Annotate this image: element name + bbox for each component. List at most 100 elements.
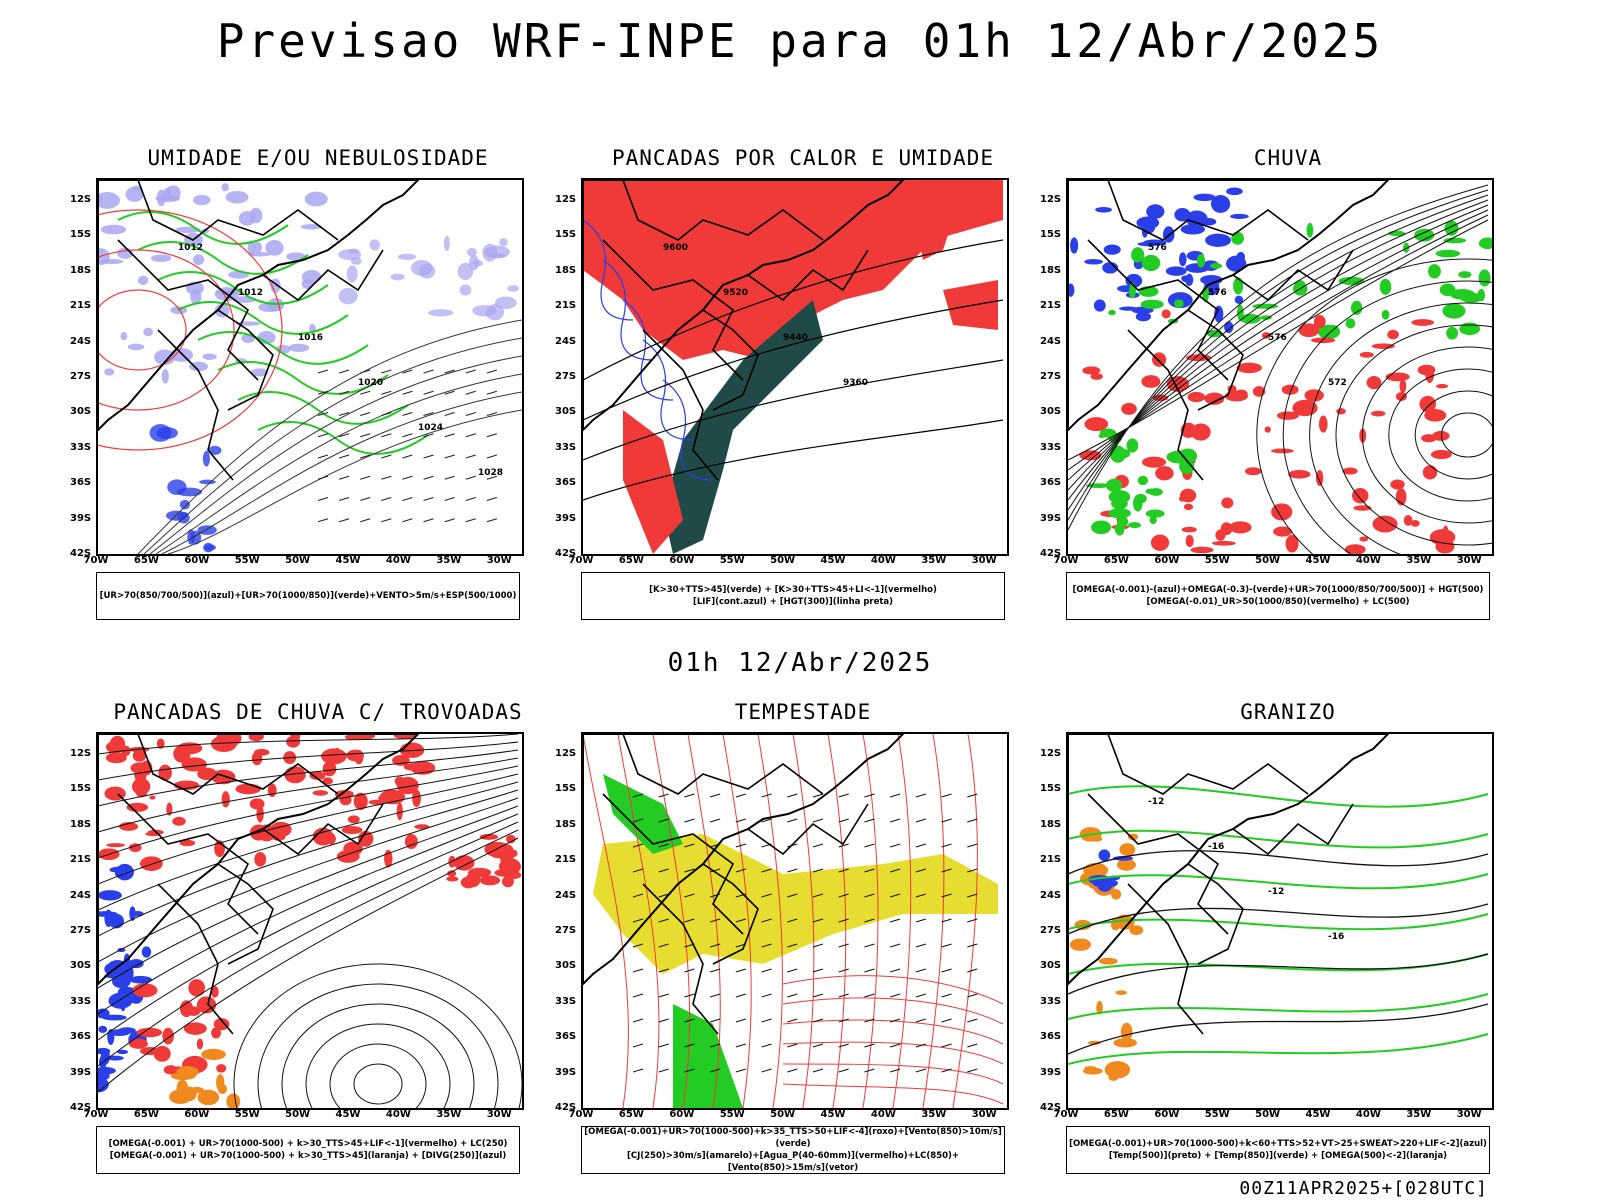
- wind-vector: [632, 793, 644, 798]
- field-patch: [1079, 450, 1102, 461]
- field-patch: [499, 238, 508, 247]
- isoline: [1388, 368, 1492, 502]
- lat-tick-label: 30S: [1040, 406, 1062, 418]
- field-patch: [150, 254, 172, 262]
- wind-vector: [889, 968, 901, 973]
- field-patch: [141, 946, 152, 958]
- wind-vector: [423, 454, 434, 459]
- field-patch: [1165, 266, 1187, 276]
- field-patch: [1338, 276, 1365, 286]
- precip-water-contour: [892, 734, 912, 1108]
- map-canvas: -12 -16 -12 -16: [1068, 734, 1489, 1081]
- temp850-contour: [1068, 913, 1489, 931]
- field-patch: [1225, 255, 1247, 272]
- wind-vector: [402, 369, 413, 374]
- lon-tick-label: 60W: [669, 555, 695, 566]
- wind-vector: [423, 497, 434, 501]
- lat-tick-label: 30S: [1040, 960, 1062, 972]
- field-patch: [179, 499, 190, 510]
- precip-water-contour: [687, 734, 721, 1108]
- field-patch: [250, 368, 269, 377]
- field-patch: [1068, 283, 1075, 297]
- wind-vector: [889, 868, 901, 873]
- lon-tick-label: 40W: [1355, 555, 1381, 566]
- contour-label: 1020: [358, 378, 383, 388]
- field-patch: [1174, 299, 1184, 308]
- wind-vector: [684, 843, 695, 848]
- lat-tick-label: 27S: [70, 371, 92, 382]
- lon-tick-label: 30W: [486, 555, 512, 566]
- field-patch: [210, 986, 219, 998]
- panel-legend: [OMEGA(-0.001)-(azul)+OMEGA(-0.3)-(verde…: [1066, 572, 1490, 620]
- wind-vector: [381, 454, 392, 459]
- contour-label: 9360: [843, 378, 868, 388]
- contour-label: 9520: [723, 288, 748, 298]
- field-patch: [109, 866, 134, 873]
- state-border: [117, 239, 259, 381]
- humidity-contour: [177, 301, 349, 335]
- wind-vector: [338, 518, 350, 523]
- wind-vector: [812, 818, 824, 823]
- lat-tick-label: 21S: [1040, 854, 1062, 866]
- lif-contour: [662, 379, 714, 481]
- wind-vector: [941, 943, 952, 948]
- field-patch: [1336, 408, 1346, 415]
- state-border: [117, 793, 259, 935]
- state-border: [137, 180, 339, 241]
- state-border: [1232, 249, 1354, 302]
- wind-vector: [761, 968, 772, 973]
- field-patch: [491, 852, 507, 859]
- lat-tick-label: 39S: [70, 1066, 92, 1078]
- wind-vector: [967, 1018, 978, 1023]
- field-patch: [1459, 322, 1481, 336]
- streamline: [98, 781, 519, 911]
- streamline: [98, 789, 519, 937]
- field-patch: [1115, 990, 1127, 996]
- wind-vector: [735, 843, 747, 848]
- field-patch: [321, 748, 347, 765]
- field-patch: [1224, 321, 1234, 334]
- wind-vector: [787, 968, 798, 973]
- wind-vector: [787, 993, 798, 998]
- field-patch: [1399, 379, 1407, 393]
- humidity-contour: [257, 421, 429, 455]
- streamline: [98, 741, 519, 781]
- field-patch: [172, 816, 186, 826]
- legend-line: [K>30+TTS>45](verde) + [K>30+TTS>45+LI<-…: [649, 585, 937, 595]
- wind-vector: [967, 868, 978, 873]
- field-patch: [1137, 475, 1149, 486]
- lon-tick-label: 45W: [820, 1109, 846, 1120]
- wind-vector: [915, 793, 927, 798]
- wind-vector: [338, 454, 350, 459]
- lat-tick-label: 12S: [70, 748, 92, 759]
- lon-tick-label: 45W: [820, 555, 846, 566]
- wind-vector: [465, 454, 476, 459]
- field-patch: [108, 1029, 131, 1037]
- field-patch: [1421, 434, 1437, 443]
- field-patch: [397, 253, 417, 260]
- field-patch: [100, 224, 127, 235]
- field-patch: [132, 983, 158, 998]
- wind-vector: [761, 1068, 772, 1073]
- field-patch: [1442, 303, 1466, 319]
- field-patch: [248, 251, 272, 257]
- wind-vector: [632, 843, 644, 848]
- hgt300-contour: [583, 299, 1004, 421]
- field-patch: [1226, 187, 1243, 196]
- field-patch: [414, 824, 430, 830]
- field-patch: [410, 259, 433, 276]
- lon-tick-label: 65W: [618, 555, 644, 566]
- field-patch: [396, 776, 419, 795]
- field-patch: [126, 802, 149, 812]
- wind-vector: [381, 497, 392, 501]
- field-patch: [199, 479, 216, 485]
- wind-vector: [864, 993, 875, 998]
- field-patch: [1083, 1067, 1103, 1075]
- field-patch: [1190, 423, 1211, 441]
- lat-tick-label: 36S: [1040, 1031, 1062, 1043]
- field-patch: [501, 876, 514, 888]
- field-patch: [1264, 426, 1271, 433]
- lon-tick-label: 30W: [486, 1109, 512, 1120]
- wind-vector: [317, 518, 329, 523]
- state-border: [1232, 803, 1354, 856]
